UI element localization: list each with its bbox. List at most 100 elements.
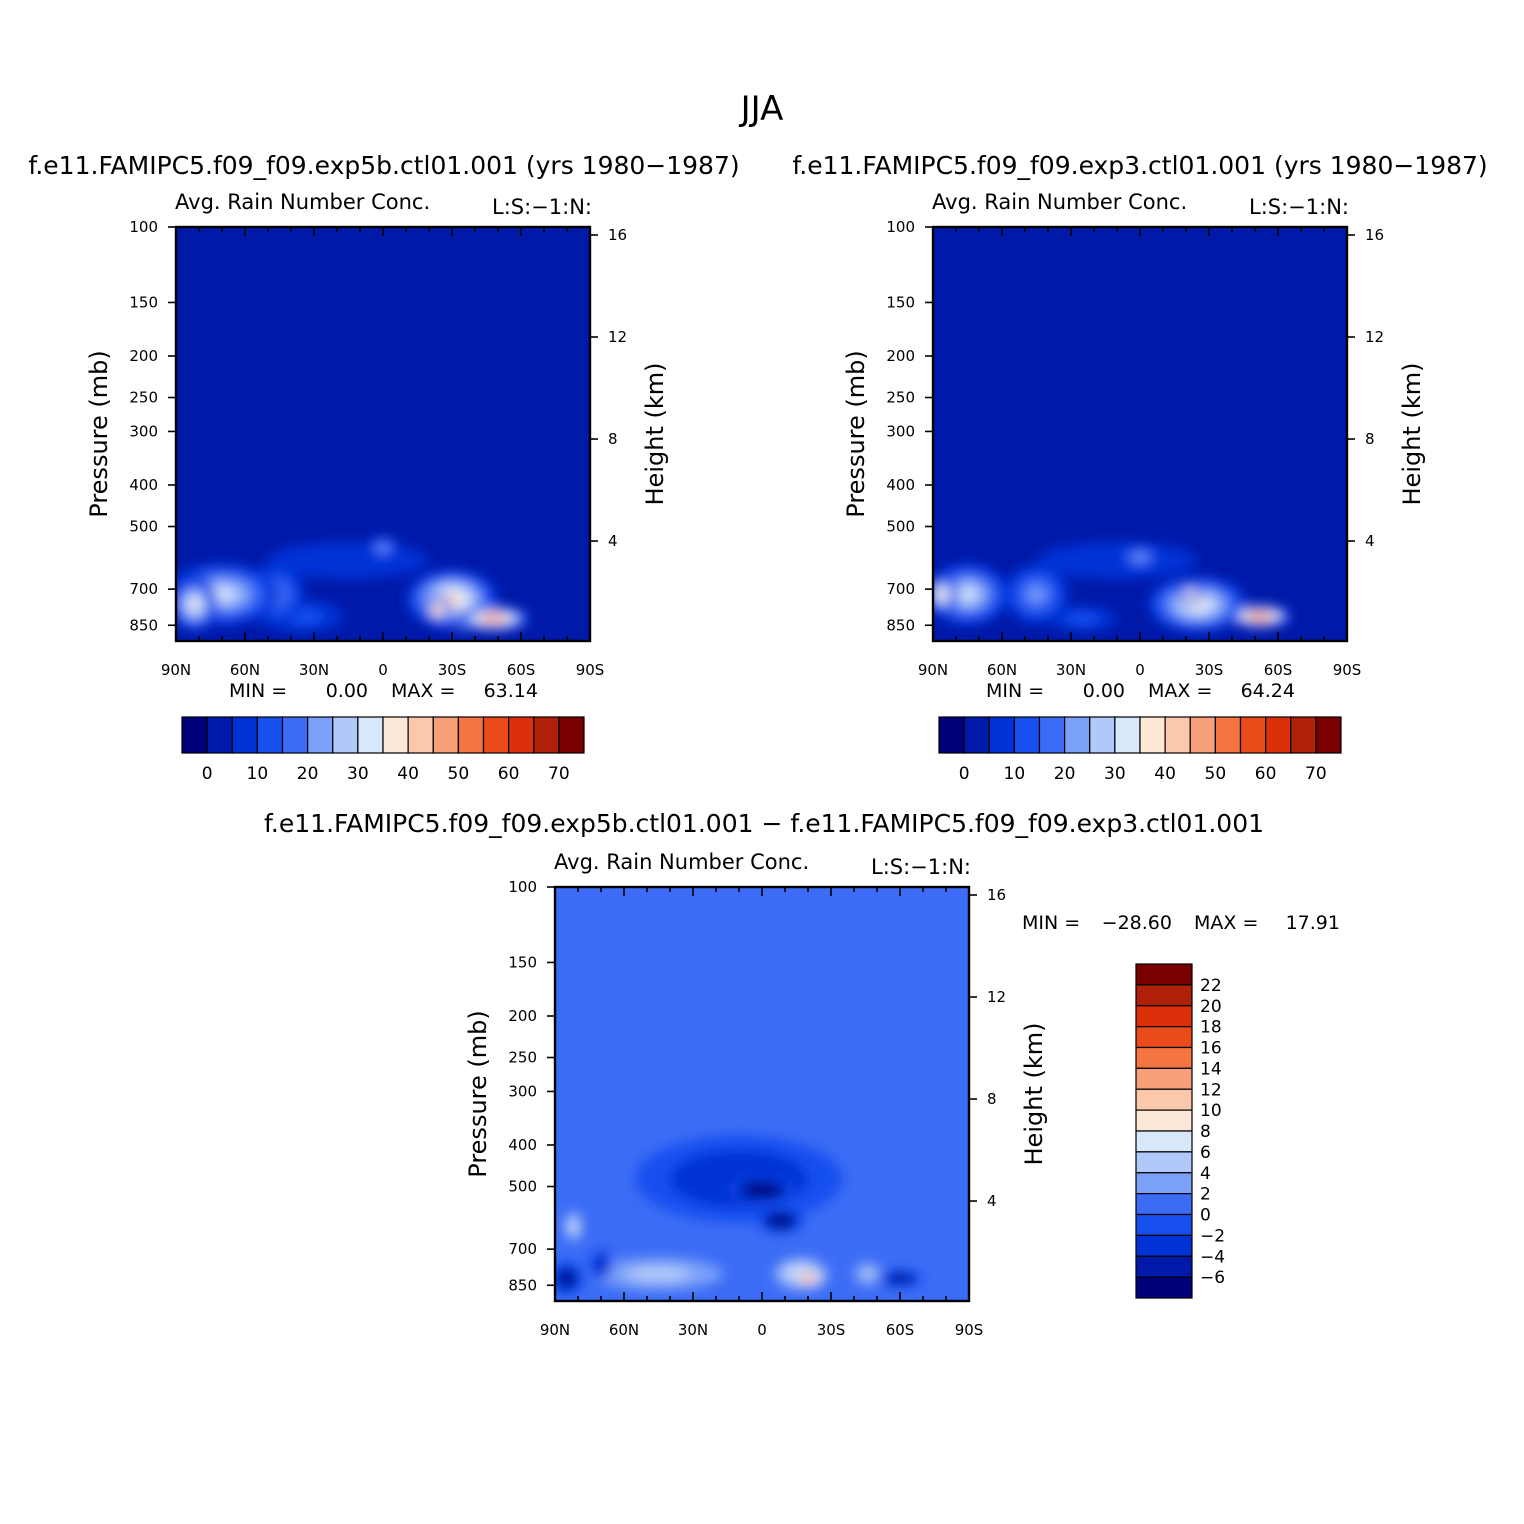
colorbar-box bbox=[1135, 1255, 1193, 1278]
panel-exp5b: f.e11.FAMIPC5.f09_f09.exp5b.ctl01.001 (y… bbox=[28, 151, 739, 784]
y2-tick-label: 8 bbox=[987, 1090, 997, 1108]
colorbar-box bbox=[1135, 963, 1193, 986]
colorbar-label: 6 bbox=[1200, 1143, 1211, 1163]
x-tick-label: 0 bbox=[378, 661, 388, 679]
y2-tick-label: 4 bbox=[1365, 532, 1375, 550]
colorbar: 0 10 20 30 40 50 60 70 bbox=[938, 716, 1342, 784]
y-tick-label: 100 bbox=[886, 218, 915, 236]
y-tick-label: 500 bbox=[129, 518, 158, 536]
colorbar-label: 60 bbox=[498, 764, 520, 784]
colorbar-box bbox=[558, 716, 585, 754]
y-tick-label: 850 bbox=[129, 616, 158, 634]
max-label: MAX = bbox=[1148, 680, 1212, 702]
colorbar-box bbox=[307, 716, 334, 754]
y2-tick-label: 16 bbox=[987, 886, 1006, 904]
x-tick-label: 90S bbox=[955, 1321, 984, 1339]
colorbar-box bbox=[1064, 716, 1091, 754]
contour-level bbox=[1256, 614, 1263, 619]
colorbar-box bbox=[256, 716, 284, 754]
panel-title: f.e11.FAMIPC5.f09_f09.exp5b.ctl01.001 (y… bbox=[28, 151, 739, 180]
contour-level bbox=[570, 1221, 577, 1232]
colorbar-label: −2 bbox=[1200, 1226, 1225, 1246]
y-tick-label: 100 bbox=[508, 878, 537, 896]
colorbar-box bbox=[1139, 716, 1166, 754]
colorbar-box bbox=[1265, 716, 1292, 754]
colorbar-label: 4 bbox=[1200, 1164, 1211, 1184]
colorbar-label: 22 bbox=[1200, 976, 1222, 996]
colorbar-box bbox=[382, 716, 409, 754]
colorbar-label: 50 bbox=[448, 764, 470, 784]
y-tick-label: 300 bbox=[886, 422, 915, 440]
field-layer bbox=[176, 227, 590, 641]
colorbar-box bbox=[938, 716, 965, 754]
panel-subtitle-right: L:S:−1:N: bbox=[871, 855, 971, 879]
colorbar-label: 30 bbox=[347, 764, 369, 784]
max-value: 63.14 bbox=[484, 680, 538, 702]
colorbar-box bbox=[1135, 1088, 1193, 1111]
colorbar-label: 8 bbox=[1200, 1122, 1211, 1142]
y2-axis-label: Height (km) bbox=[1020, 1023, 1048, 1166]
colorbar-box bbox=[1214, 716, 1242, 754]
y-tick-label: 850 bbox=[508, 1276, 537, 1294]
colorbar-box bbox=[1089, 716, 1116, 754]
min-value: 0.00 bbox=[1083, 680, 1125, 702]
colorbar-box bbox=[181, 716, 208, 754]
colorbar-box bbox=[1135, 1151, 1193, 1174]
colorbar-box bbox=[206, 716, 233, 754]
field-blobs bbox=[176, 535, 531, 633]
x-tick-label: 30S bbox=[438, 661, 467, 679]
colorbar-label: 16 bbox=[1200, 1039, 1222, 1059]
y2-tick-label: 4 bbox=[608, 532, 618, 550]
y-tick-label: 200 bbox=[886, 347, 915, 365]
colorbar-box bbox=[533, 716, 560, 754]
contour-level bbox=[191, 600, 198, 609]
y2-tick-label: 8 bbox=[608, 430, 618, 448]
y-axis-label: Pressure (mb) bbox=[464, 1010, 492, 1177]
colorbar-label: 0 bbox=[959, 764, 970, 784]
y-tick-label: 200 bbox=[129, 347, 158, 365]
colorbar-box bbox=[281, 716, 309, 754]
contour-level bbox=[1188, 592, 1193, 597]
field-layer bbox=[555, 887, 969, 1301]
contour-level bbox=[1036, 541, 1198, 580]
panel-exp3: f.e11.FAMIPC5.f09_f09.exp3.ctl01.001 (yr… bbox=[792, 151, 1487, 784]
contour-level bbox=[940, 591, 945, 597]
colorbar-box bbox=[1135, 1005, 1193, 1028]
y2-tick-label: 12 bbox=[608, 328, 627, 346]
colorbar-box bbox=[988, 716, 1015, 754]
y-axis-label: Pressure (mb) bbox=[85, 350, 113, 517]
contour-level bbox=[805, 1276, 811, 1281]
colorbar-label: 14 bbox=[1200, 1059, 1222, 1079]
colorbar-label: 70 bbox=[548, 764, 570, 784]
panel-subtitle-left: Avg. Rain Number Conc. bbox=[554, 850, 809, 874]
y-tick-label: 100 bbox=[129, 218, 158, 236]
min-value: −28.60 bbox=[1102, 912, 1172, 934]
y-tick-label: 150 bbox=[129, 293, 158, 311]
colorbar-box bbox=[1135, 1276, 1193, 1299]
y-tick-label: 250 bbox=[886, 389, 915, 407]
colorbar-label: 40 bbox=[1154, 764, 1176, 784]
contour-field: 90N 60N 30N 0 30S 60S 90S 100 150 200 250 300 400 500… bbox=[886, 218, 1384, 679]
x-tick-label: 30N bbox=[1056, 661, 1086, 679]
y-tick-label: 400 bbox=[508, 1136, 537, 1154]
colorbar-box bbox=[1013, 716, 1041, 754]
contour-level bbox=[378, 544, 388, 551]
colorbar-label: 0 bbox=[1200, 1206, 1211, 1226]
min-label: MIN = bbox=[229, 680, 287, 702]
colorbar-label: 60 bbox=[1255, 764, 1277, 784]
y-tick-label: 250 bbox=[129, 389, 158, 407]
colorbar-box bbox=[1239, 716, 1267, 754]
field-blobs bbox=[933, 541, 1292, 633]
y-tick-label: 500 bbox=[886, 518, 915, 536]
min-value: 0.00 bbox=[326, 680, 368, 702]
colorbar-box bbox=[1290, 716, 1317, 754]
y2-tick-label: 8 bbox=[1365, 430, 1375, 448]
colorbar-label: 20 bbox=[1054, 764, 1076, 784]
x-tick-label: 60S bbox=[1264, 661, 1293, 679]
y-tick-label: 300 bbox=[508, 1082, 537, 1100]
colorbar-box bbox=[1135, 1026, 1193, 1049]
colorbar-box bbox=[1135, 1172, 1193, 1195]
x-tick-label: 30S bbox=[1195, 661, 1224, 679]
